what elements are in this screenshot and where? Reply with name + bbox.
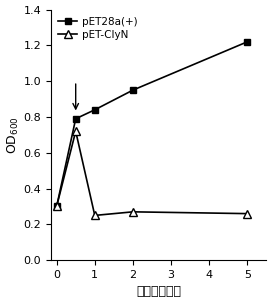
Line: pET28a(+): pET28a(+) <box>53 38 251 210</box>
Y-axis label: $\mathrm{OD_{600}}$: $\mathrm{OD_{600}}$ <box>5 116 21 154</box>
pET28a(+) <box>55 205 58 208</box>
pET28a(+) <box>93 108 96 112</box>
pET28a(+) <box>131 88 135 92</box>
pET28a(+) <box>246 40 249 43</box>
pET28a(+) <box>74 117 77 121</box>
X-axis label: 时间（小时）: 时间（小时） <box>136 285 181 299</box>
pET-ClyN <box>93 214 96 217</box>
Legend: pET28a(+), pET-ClyN: pET28a(+), pET-ClyN <box>56 15 140 42</box>
pET-ClyN <box>55 205 58 208</box>
Line: pET-ClyN: pET-ClyN <box>52 127 252 219</box>
pET-ClyN <box>74 130 77 133</box>
pET-ClyN <box>131 210 135 214</box>
pET-ClyN <box>246 212 249 216</box>
